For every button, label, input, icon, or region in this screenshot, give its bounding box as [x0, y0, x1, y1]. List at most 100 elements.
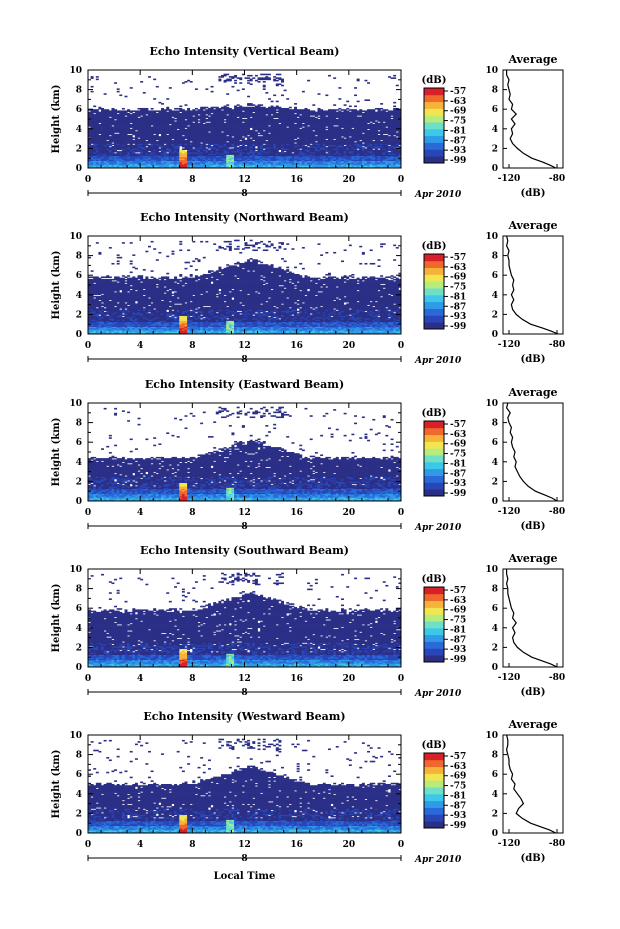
heatmap-cell — [158, 130, 162, 132]
heatmap-cell — [116, 114, 120, 116]
heatmap-cell — [213, 149, 217, 152]
heatmap-cell — [101, 115, 104, 117]
heatmap-cell — [132, 149, 136, 152]
heatmap-cell — [189, 123, 193, 126]
heatmap-cell — [88, 138, 91, 141]
heatmap-cell — [158, 142, 162, 144]
heatmap-cell — [147, 155, 151, 158]
heatmap-cell — [184, 159, 188, 162]
heatmap-cell — [161, 110, 164, 112]
heatmap-cell — [176, 149, 180, 152]
heatmap-cell — [179, 136, 183, 138]
heatmap-cell — [312, 116, 316, 119]
heatmap-cell — [116, 133, 120, 136]
heatmap-cell — [93, 150, 97, 153]
heatmap-cell — [247, 77, 251, 79]
heatmap-cell — [267, 106, 271, 109]
heatmap-cell — [317, 116, 321, 119]
heatmap-cell — [221, 126, 224, 128]
heatmap-cell — [103, 122, 107, 125]
heatmap-cell — [296, 109, 300, 111]
heatmap-cell — [155, 153, 159, 155]
heatmap-cell — [207, 136, 211, 138]
heatmap-cell — [127, 119, 131, 121]
heatmap-cell — [111, 149, 115, 152]
heatmap-cell — [121, 125, 125, 127]
heatmap-cell — [307, 147, 311, 149]
heatmap-cell — [202, 147, 206, 149]
heatmap-cell — [150, 128, 154, 131]
heatmap-cell — [197, 112, 201, 115]
heatmap-cell — [145, 128, 149, 131]
heatmap-cell — [247, 103, 251, 105]
heatmap-cell — [134, 117, 138, 120]
heatmap-cell — [181, 165, 185, 168]
heatmap-cell — [140, 134, 144, 137]
heatmap-cell — [101, 134, 104, 137]
heatmap-cell — [147, 144, 151, 147]
heatmap-cell — [223, 150, 227, 153]
heatmap-cell — [163, 136, 167, 138]
heatmap-cell — [171, 141, 175, 143]
heatmap-cell — [166, 148, 170, 150]
heatmap-cell — [221, 145, 224, 148]
heatmap-cell — [265, 141, 269, 143]
heatmap-cell — [108, 137, 112, 139]
heatmap-cell — [121, 119, 125, 121]
heatmap-cell — [140, 149, 144, 152]
heatmap-cell — [181, 112, 185, 115]
heatmap-cell — [153, 153, 157, 155]
heatmap-cell — [205, 106, 209, 109]
heatmap-cell — [221, 74, 224, 77]
heatmap-cell — [200, 163, 204, 165]
heatmap-cell — [150, 131, 154, 133]
heatmap-cell — [207, 139, 211, 142]
heatmap-cell — [202, 134, 206, 137]
heatmap-cell — [121, 130, 125, 132]
heatmap-cell — [158, 115, 162, 117]
heatmap-cell — [114, 122, 118, 125]
heatmap-cell — [124, 154, 128, 157]
heatmap-cell — [228, 133, 232, 136]
heatmap-cell — [314, 136, 318, 138]
heatmap-cell — [174, 115, 178, 117]
heatmap-cell — [184, 143, 188, 146]
heatmap-cell — [142, 116, 146, 119]
heatmap-cell — [98, 131, 102, 133]
heatmap-cell — [153, 98, 157, 100]
heatmap-cell — [158, 121, 162, 124]
heatmap-cell — [189, 153, 193, 155]
heatmap-cell — [236, 117, 240, 120]
heatmap-cell — [98, 145, 102, 148]
heatmap-cell — [354, 109, 358, 111]
heatmap-cell — [207, 134, 211, 137]
heatmap-cell — [207, 159, 211, 162]
heatmap-cell — [213, 141, 217, 143]
heatmap-cell — [145, 156, 149, 159]
heatmap-cell — [119, 130, 123, 132]
heatmap-cell — [142, 125, 146, 127]
heatmap-cell — [184, 110, 188, 112]
heatmap-cell — [114, 130, 118, 132]
heatmap-cell — [226, 131, 230, 133]
heatmap-cell — [200, 127, 204, 130]
heatmap-cell — [116, 160, 120, 163]
heatmap-cell — [351, 128, 355, 131]
heatmap-cell — [275, 77, 279, 79]
heatmap-cell — [218, 117, 222, 120]
heatmap-cell — [223, 114, 227, 116]
heatmap-cell — [176, 159, 180, 162]
heatmap-cell — [129, 148, 133, 150]
heatmap-cell — [147, 119, 151, 121]
heatmap-cell — [181, 131, 185, 133]
heatmap-cell — [166, 163, 170, 165]
heatmap-cell — [93, 143, 97, 146]
heatmap-cell — [299, 128, 303, 131]
heatmap-cell — [127, 149, 131, 152]
heatmap-cell — [221, 114, 224, 116]
heatmap-cell — [90, 159, 94, 162]
heatmap-cell — [168, 152, 172, 154]
heatmap-cell — [181, 163, 185, 165]
heatmap-cell — [155, 130, 159, 132]
heatmap-cell — [181, 143, 185, 146]
